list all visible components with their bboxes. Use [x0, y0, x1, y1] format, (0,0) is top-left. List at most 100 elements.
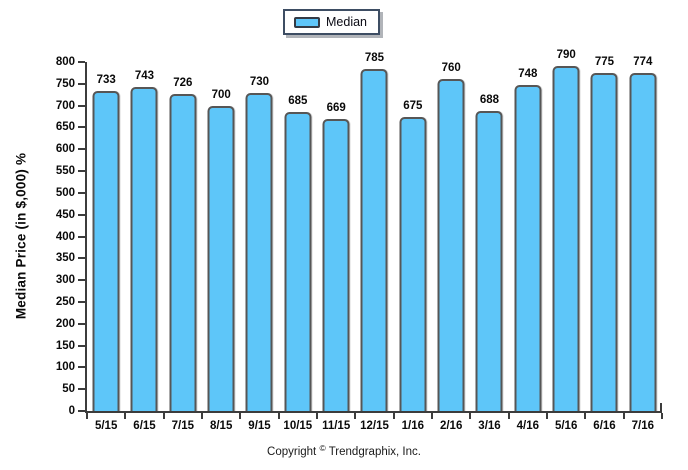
bar-slot: 688 3/16	[470, 62, 508, 432]
bar-value-label: 748	[518, 68, 538, 80]
bar	[322, 119, 350, 411]
y-axis-tick	[78, 279, 85, 282]
x-axis-tick	[124, 413, 127, 419]
x-axis-tick	[277, 413, 280, 419]
x-axis-endcap	[660, 403, 662, 411]
bar-value-label: 669	[326, 102, 346, 114]
y-tick-label: 400	[55, 230, 75, 243]
x-tick-label: 5/16	[554, 420, 578, 432]
x-axis-tick	[316, 413, 318, 419]
bar	[475, 111, 503, 411]
legend-swatch-median-icon	[294, 16, 320, 28]
x-tick-label: 3/16	[478, 420, 501, 432]
y-tick-label: 500	[55, 186, 75, 199]
bar	[514, 85, 542, 411]
bar	[207, 106, 235, 411]
x-axis-tick	[239, 413, 242, 419]
x-axis-tick	[622, 413, 625, 419]
y-axis-tick	[78, 300, 85, 303]
bar	[437, 79, 465, 411]
y-axis-tick	[78, 388, 85, 391]
bar-value-label: 790	[556, 49, 576, 61]
y-axis-tick	[78, 344, 85, 347]
bar	[169, 94, 197, 411]
bar-slot: 675 1/16	[394, 62, 432, 432]
legend-label: Median	[326, 15, 367, 29]
x-tick-label: 5/15	[94, 420, 118, 432]
y-axis-tick	[78, 235, 85, 238]
y-tick-label: 600	[55, 143, 75, 156]
copyright-prefix: Copyright	[267, 446, 317, 458]
bar-slot: 669 11/15	[317, 62, 355, 432]
bar	[284, 112, 312, 411]
bar-value-label: 760	[441, 62, 461, 74]
bar-slot: 785 12/15	[355, 52, 393, 432]
y-tick-label: 0	[68, 405, 75, 417]
bar-slot: 775 6/16	[585, 56, 623, 432]
x-axis-tick	[469, 413, 472, 419]
y-axis-tick	[78, 410, 85, 412]
y-axis-tick	[78, 322, 85, 325]
x-axis-tick	[431, 413, 433, 419]
bar-slot: 685 10/15	[279, 62, 317, 432]
bar-value-label: 743	[134, 70, 155, 82]
y-axis-tick	[78, 213, 85, 216]
bar-value-label: 685	[288, 95, 308, 107]
bar	[245, 93, 273, 411]
x-axis-tick	[584, 413, 587, 419]
y-tick-label: 650	[55, 121, 75, 134]
y-axis-tick	[78, 148, 85, 151]
y-axis-tick	[78, 61, 85, 63]
bar-value-label: 730	[249, 76, 270, 88]
y-tick-label: 550	[55, 165, 75, 178]
y-axis-tick	[78, 104, 85, 107]
x-tick-label: 4/16	[516, 420, 540, 432]
bar	[590, 73, 618, 411]
bar-value-label: 774	[633, 56, 653, 68]
copyright-suffix: Trendgraphix, Inc.	[328, 446, 421, 458]
bar-slot: 743 6/15	[125, 62, 163, 432]
bar-value-label: 726	[173, 77, 193, 89]
x-tick-label: 7/15	[171, 420, 195, 432]
x-tick-label: 6/15	[133, 420, 156, 432]
x-axis-tick	[162, 413, 165, 419]
x-tick-label: 11/15	[322, 420, 351, 432]
bar-value-label: 775	[594, 56, 615, 68]
bar-value-label: 733	[96, 74, 116, 86]
bar-slot: 730 9/15	[240, 62, 278, 432]
bar-slot: 790 5/16	[547, 49, 585, 432]
x-tick-label: 9/15	[248, 420, 271, 432]
bar-value-label: 785	[364, 52, 385, 64]
y-tick-label: 50	[62, 383, 75, 396]
plot-area: 0 50 100 150 200 250 300 350 400 450 500 550 600 650 7…	[56, 49, 663, 432]
bar-slot: 774 7/16	[624, 56, 662, 432]
bar	[360, 69, 388, 411]
x-axis-tick	[86, 413, 88, 419]
y-tick-label: 450	[55, 208, 75, 221]
bar-slot: 726 7/15	[164, 62, 202, 432]
x-tick-label: 1/16	[401, 420, 425, 432]
x-axis-tick	[392, 413, 395, 419]
bar-slot: 700 8/15	[202, 62, 240, 432]
x-tick-label: 6/16	[593, 420, 616, 432]
x-axis-tick	[546, 413, 548, 419]
y-axis-tick	[78, 257, 85, 260]
copyright-symbol-icon: ©	[319, 443, 326, 453]
y-axis-tick	[78, 366, 85, 369]
y-tick-label: 200	[55, 317, 75, 330]
x-tick-label: 8/15	[209, 420, 233, 432]
bar-value-label: 688	[479, 94, 500, 106]
x-tick-label: 2/16	[439, 420, 463, 432]
y-tick-label: 250	[55, 295, 75, 308]
y-tick-label: 750	[55, 77, 75, 90]
bar	[399, 117, 427, 411]
y-axis-tick	[78, 82, 85, 85]
y-axis-tick	[78, 170, 85, 173]
x-axis-tick	[201, 413, 203, 419]
bar	[552, 66, 580, 411]
bar	[629, 73, 657, 411]
bar-slot: 760 2/16	[432, 62, 470, 432]
bar	[130, 87, 158, 411]
copyright-text: Copyright © Trendgraphix, Inc.	[0, 443, 688, 458]
